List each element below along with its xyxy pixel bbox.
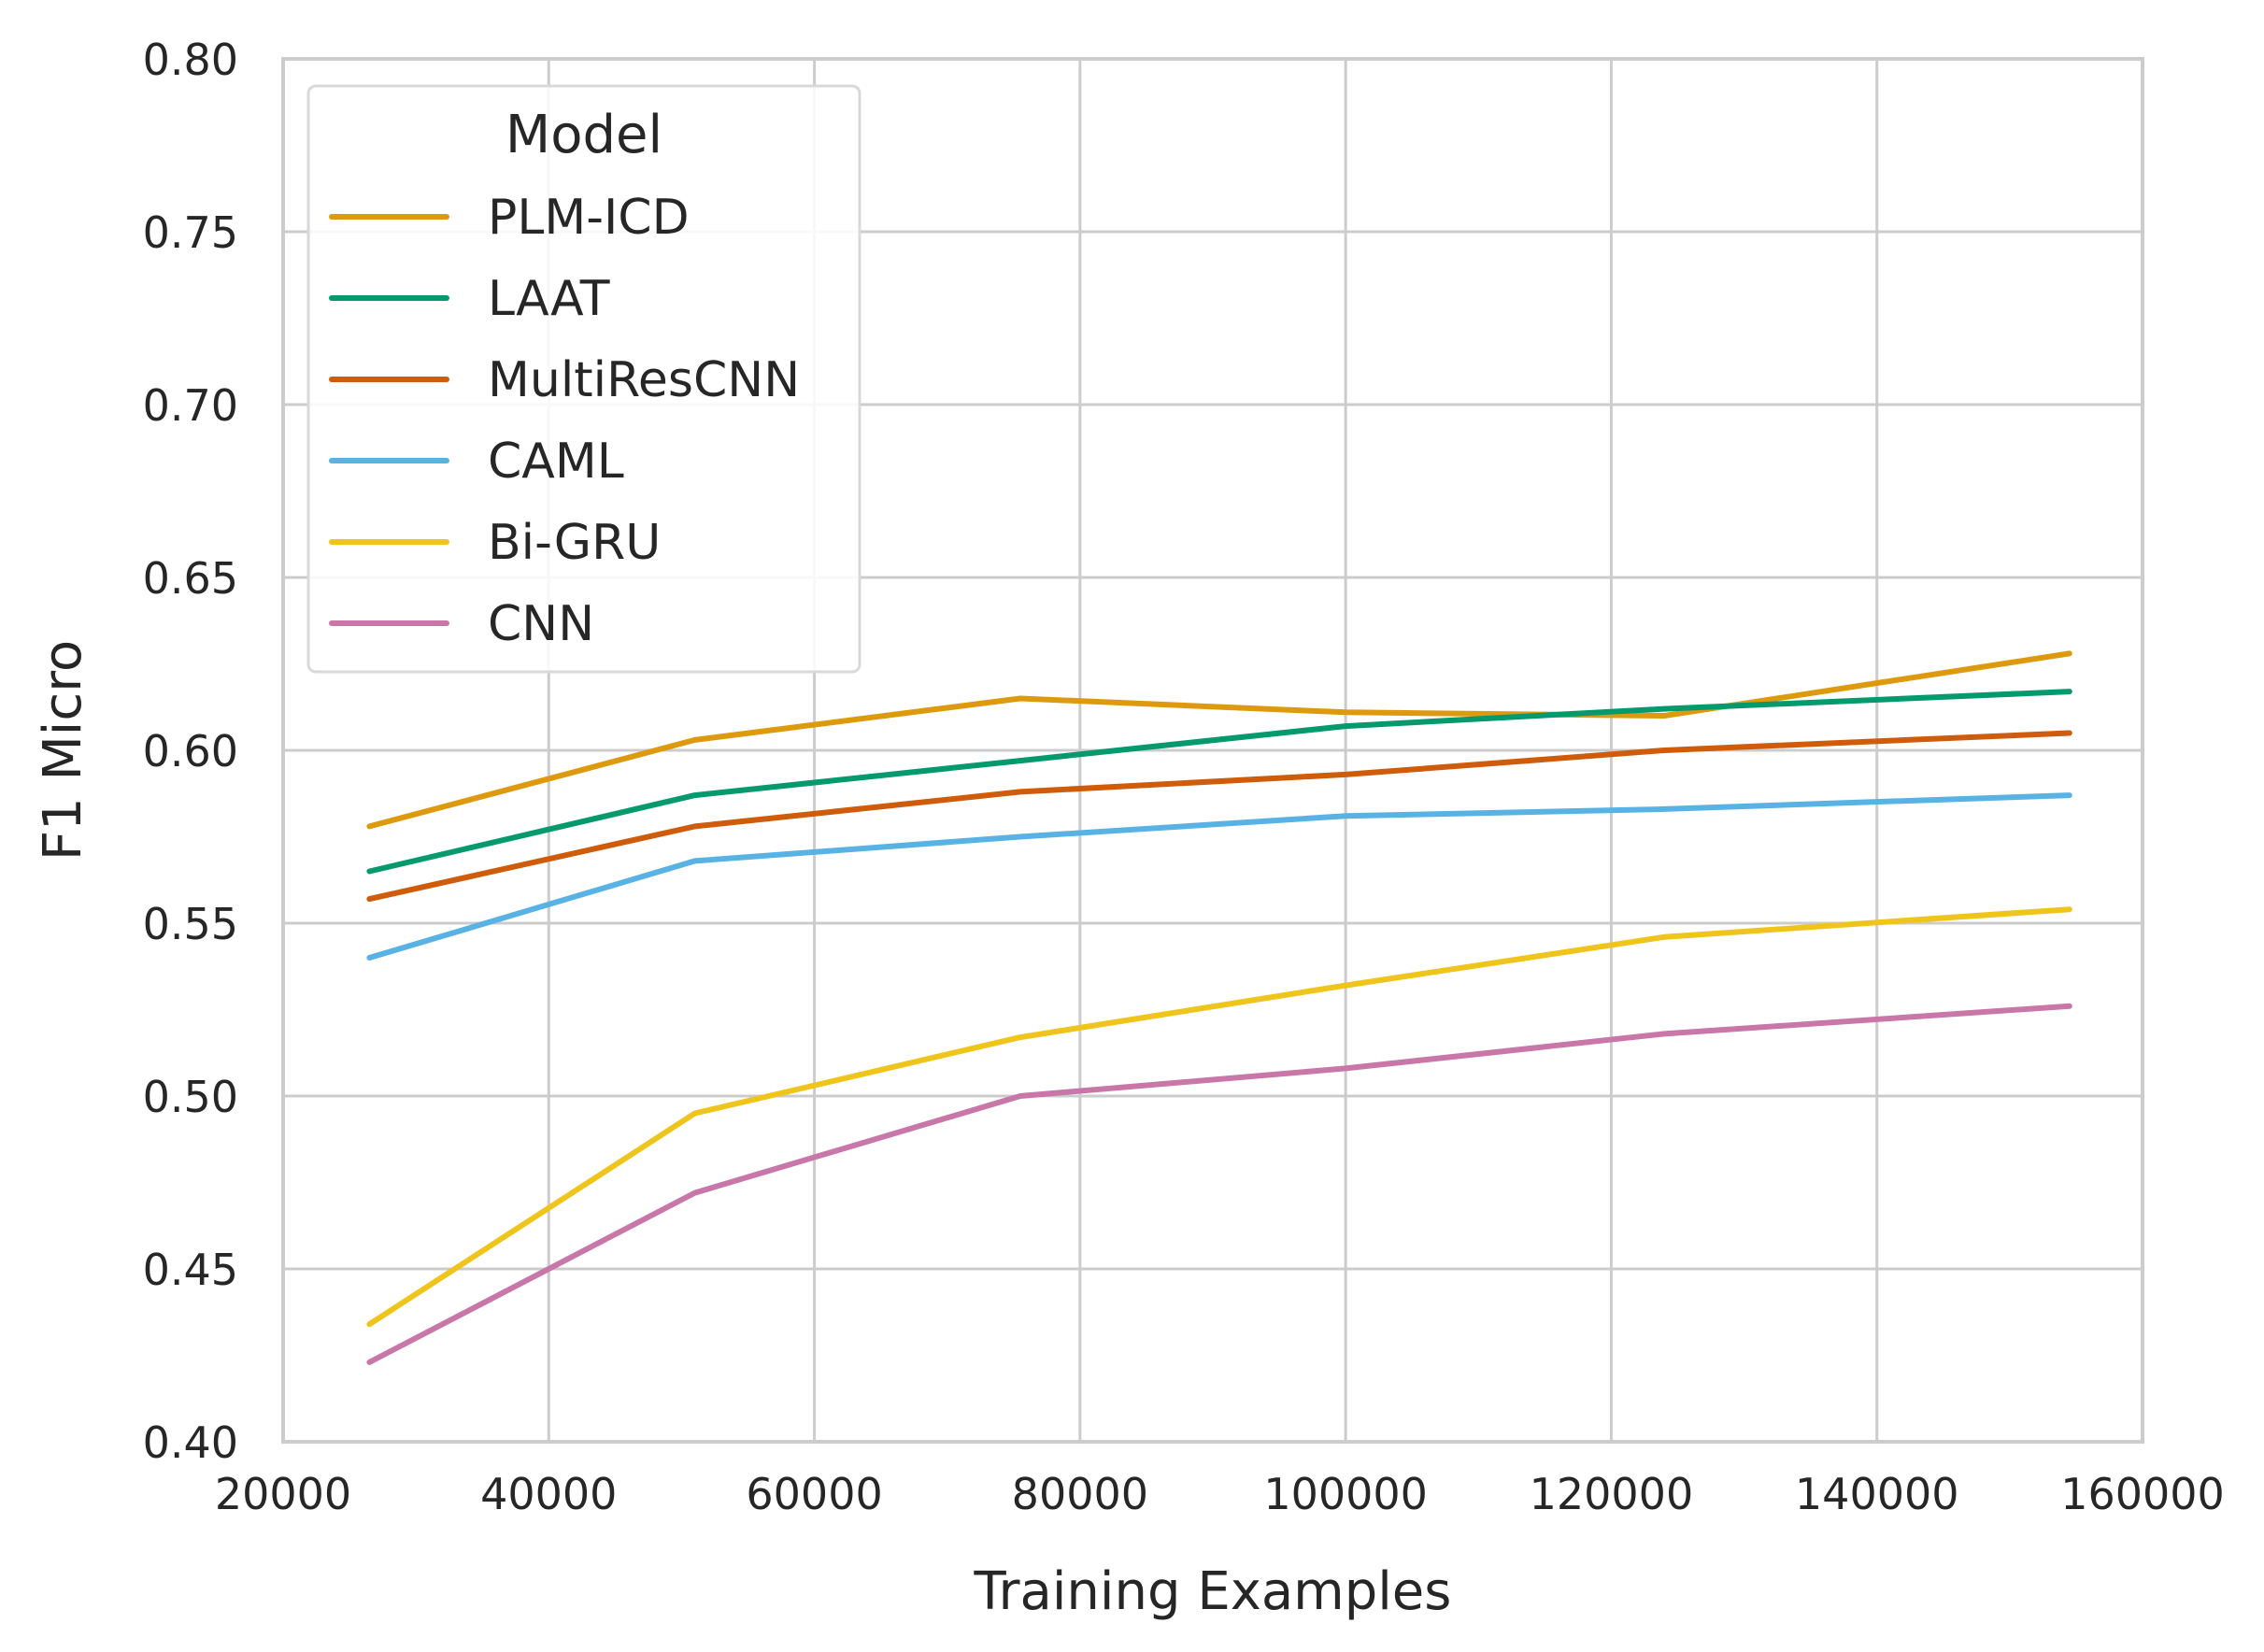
legend-label: MultiResCNN [488, 352, 800, 408]
legend-entry: MultiResCNN [329, 352, 800, 408]
y-tick-label: 0.45 [143, 1245, 238, 1295]
legend-label: LAAT [488, 271, 610, 327]
series-line-caml [366, 792, 2072, 961]
y-tick-label: 0.65 [143, 553, 238, 604]
y-tick-label: 0.40 [143, 1417, 238, 1468]
x-tick-label: 80000 [1012, 1469, 1148, 1519]
x-tick-label: 160000 [2060, 1469, 2225, 1519]
legend-label: Bi-GRU [488, 515, 661, 571]
legend: Model PLM-ICD LAAT MultiResCNN CAML Bi-GRU CN… [306, 84, 861, 674]
legend-box [306, 84, 861, 674]
series-line-multirescnn [366, 730, 2072, 903]
y-tick-label: 0.55 [143, 899, 238, 949]
series-lines [366, 650, 2072, 1365]
legend-entries: PLM-ICD LAAT MultiResCNN CAML Bi-GRU CNN [329, 190, 800, 652]
legend-title: Model [505, 105, 662, 165]
x-axis-title: Training Examples [974, 1561, 1452, 1622]
x-axis-ticks: 20000 40000 60000 80000 100000 120000 140000 16… [215, 1469, 2225, 1519]
legend-entry: CAML [329, 434, 624, 490]
series-line-cnn [366, 1003, 2072, 1365]
y-tick-label: 0.80 [143, 35, 238, 85]
y-tick-label: 0.70 [143, 380, 238, 431]
legend-entry: PLM-ICD [329, 190, 690, 246]
series-line-bi-gru [366, 906, 2072, 1328]
y-tick-label: 0.75 [143, 207, 238, 258]
legend-entry: CNN [329, 596, 594, 652]
x-tick-label: 120000 [1530, 1469, 1694, 1519]
x-tick-label: 140000 [1795, 1469, 1959, 1519]
legend-label: CAML [488, 434, 624, 490]
legend-entry: LAAT [329, 271, 610, 327]
y-axis-ticks: 0.40 0.45 0.50 0.55 0.60 0.65 0.70 0.75 0.80 [143, 35, 238, 1468]
x-tick-label: 20000 [215, 1469, 351, 1519]
y-tick-label: 0.60 [143, 726, 238, 776]
y-axis-title: F1 Micro [33, 640, 93, 861]
x-tick-label: 60000 [746, 1469, 882, 1519]
plot-area-frame [281, 57, 2144, 1444]
legend-label: PLM-ICD [488, 190, 690, 246]
legend-entry: Bi-GRU [329, 515, 661, 571]
y-tick-label: 0.50 [143, 1072, 238, 1122]
x-tick-label: 100000 [1263, 1469, 1428, 1519]
legend-label: CNN [488, 596, 594, 652]
series-line-laat [366, 689, 2072, 875]
x-tick-label: 40000 [480, 1469, 617, 1519]
